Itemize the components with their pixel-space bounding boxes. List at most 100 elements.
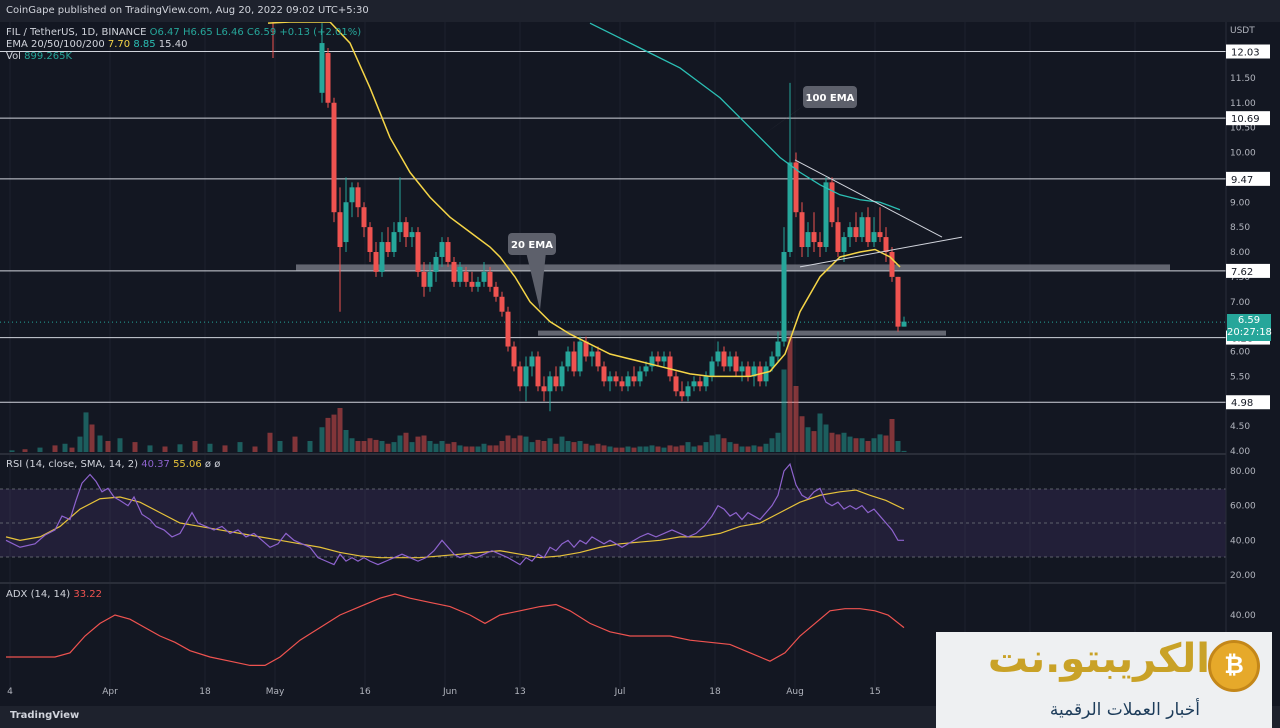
date-tick-label: 18: [709, 687, 721, 697]
volume-bar: [83, 412, 89, 452]
candle-body: [853, 227, 859, 238]
candle-body: [451, 261, 457, 282]
volume-bar: [541, 441, 547, 452]
price-level-badge-label: 12.03: [1231, 48, 1260, 59]
tradingview-logo[interactable]: TradingView: [10, 710, 79, 721]
volume-bar: [817, 413, 823, 452]
price-level-badge: [1226, 395, 1270, 410]
volume-bar: [643, 446, 649, 452]
volume-bar: [457, 445, 463, 452]
volume-bar: [673, 446, 679, 452]
volume-bar: [349, 438, 355, 452]
candle-body: [415, 232, 421, 272]
candle-body: [469, 281, 475, 287]
volume-bar: [277, 441, 283, 452]
volume-bar: [132, 442, 138, 452]
publisher-bar: CoinGape published on TradingView.com, A…: [0, 0, 1280, 22]
volume-bar: [505, 435, 511, 452]
volume-bar: [769, 438, 775, 452]
rsi-legend[interactable]: RSI (14, close, SMA, 14, 2) 40.37 55.06 …: [6, 459, 220, 470]
volume-bar: [829, 432, 835, 452]
price-tick-label: 11.50: [1230, 74, 1256, 84]
support-zone: [538, 330, 946, 336]
volume-bar: [655, 446, 661, 452]
volume-bar: [727, 442, 733, 452]
volume-bar: [721, 438, 727, 452]
volume-bar: [367, 438, 373, 452]
ema-label: EMA 20/50/100/200: [6, 39, 105, 50]
candle-body: [787, 162, 793, 252]
candle-body: [727, 356, 733, 367]
rsi-extra-value-2: ø: [214, 459, 221, 470]
volume-bar: [535, 439, 541, 452]
candle-body: [703, 376, 709, 387]
price-tick-label: 5.50: [1230, 372, 1250, 382]
volume-bar: [373, 439, 379, 452]
adx-legend[interactable]: ADX (14, 14) 33.22: [6, 589, 102, 600]
candle-body: [439, 242, 445, 257]
date-tick-label: 16: [359, 687, 371, 697]
volume-bar: [421, 435, 427, 452]
publisher-text: CoinGape published on TradingView.com, A…: [6, 5, 369, 16]
candle-body: [571, 351, 577, 372]
watermark: ₿ الكريبتو.نت أخبار العملات الرقمية: [936, 632, 1272, 728]
candle-body: [829, 182, 835, 223]
volume-bar: [691, 446, 697, 452]
volume-bar: [177, 444, 183, 452]
candle-body: [427, 271, 433, 287]
symbol-name[interactable]: FIL / TetherUS, 1D, BINANCE: [6, 27, 147, 38]
candle-body: [667, 356, 673, 377]
candle-body: [685, 386, 691, 397]
volume-bar: [162, 446, 168, 452]
volume-bar: [877, 434, 883, 452]
adx-value: 33.22: [73, 589, 103, 600]
resistance-zone: [296, 264, 1170, 271]
candle-body: [715, 351, 721, 362]
volume-bar: [237, 442, 243, 452]
volume-bar: [715, 434, 721, 452]
volume-bar: [343, 430, 349, 452]
candle-body: [775, 341, 781, 357]
candle-body: [433, 256, 439, 272]
candle-body: [325, 53, 331, 103]
volume-bar: [397, 435, 403, 452]
date-tick-label: 18: [199, 687, 211, 697]
candle-body: [625, 376, 631, 387]
candle-body: [901, 321, 907, 327]
candle-body: [865, 217, 871, 243]
volume-bar: [475, 446, 481, 452]
candle-body: [367, 227, 373, 252]
symbol-legend[interactable]: FIL / TetherUS, 1D, BINANCE O6.47 H6.65 …: [6, 27, 361, 38]
ema-legend[interactable]: EMA 20/50/100/200 7.70 8.85 15.40: [6, 39, 187, 50]
volume-bar: [637, 446, 643, 452]
candle-body: [631, 376, 637, 382]
volume-bar: [589, 445, 595, 452]
volume-bar: [787, 336, 793, 452]
candle-body: [487, 271, 493, 287]
volume-bar: [439, 441, 445, 452]
candle-body: [517, 366, 523, 387]
rsi-tick-label: 40.00: [1230, 536, 1256, 546]
candle-body: [607, 376, 613, 382]
candle-body: [553, 376, 559, 387]
volume-bar: [207, 443, 213, 452]
candle-body: [751, 366, 757, 377]
volume-bar: [267, 432, 273, 452]
candle-body: [343, 202, 349, 243]
volume-bar: [307, 441, 313, 452]
volume-bar: [62, 443, 68, 452]
volume-bar: [331, 414, 337, 452]
volume-bar: [865, 441, 871, 452]
candle-body: [361, 207, 367, 228]
candle-body: [889, 252, 895, 277]
candle-body: [781, 252, 787, 342]
volume-bar: [547, 438, 553, 452]
candle-body: [799, 212, 805, 248]
date-tick-label: Jul: [614, 687, 626, 697]
volume-bar: [147, 445, 153, 452]
bitcoin-icon: ₿: [1208, 640, 1260, 692]
price-axis[interactable]: [1226, 22, 1280, 706]
annotation-20-ema: 20 EMA: [508, 233, 556, 310]
volume-legend[interactable]: Vol 899.265K: [6, 51, 72, 62]
volume-bar: [529, 442, 535, 452]
